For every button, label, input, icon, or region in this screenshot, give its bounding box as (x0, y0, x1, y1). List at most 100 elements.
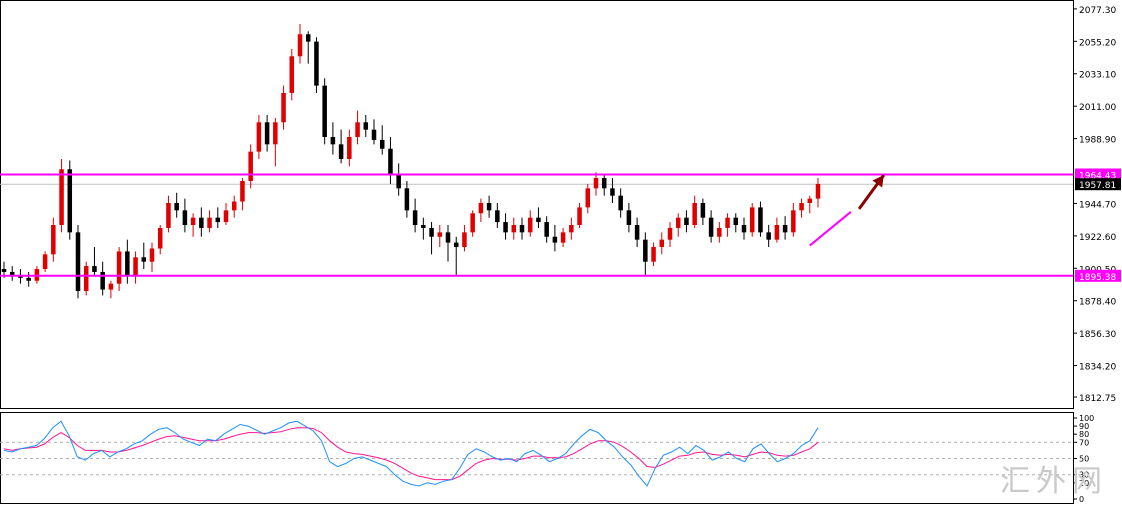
oscillator-tick-label: 0 (1079, 495, 1084, 504)
candle-up (289, 56, 295, 93)
candle-up (511, 225, 517, 233)
candle-down (92, 266, 97, 272)
candle-down (708, 217, 714, 237)
price-tick-label: 2077.30 (1079, 6, 1116, 16)
price-tick-label: 1964.43 (1079, 171, 1116, 181)
candle-up (248, 151, 253, 181)
candle-up (59, 169, 64, 226)
candle-down (314, 41, 319, 86)
candle-down (634, 225, 640, 240)
candle-down (741, 225, 747, 233)
candle-down (100, 271, 105, 290)
candle-up (593, 178, 599, 189)
candle-up (675, 217, 681, 228)
current-price-tag (1075, 178, 1121, 191)
oscillator-slow-line (3, 427, 819, 481)
candle-up (190, 217, 196, 226)
price-tick-label: 2055.20 (1079, 38, 1116, 48)
price-tick-label: 1856.30 (1079, 330, 1116, 340)
oscillator-tick-label: 30 (1079, 471, 1089, 480)
candle-down (125, 251, 130, 277)
candle-down (330, 136, 336, 145)
candle-down (445, 232, 451, 243)
price-tick-label: 1895.38 (1079, 273, 1116, 283)
candle-down (684, 217, 689, 226)
candle-down (199, 217, 204, 228)
candle-down (429, 227, 434, 237)
arrow-head (872, 175, 884, 188)
candle-down (264, 122, 270, 145)
candle-down (305, 34, 311, 42)
candle-down (338, 144, 344, 159)
candle-down (182, 210, 188, 226)
candle-up (297, 34, 303, 57)
candle-down (141, 257, 147, 262)
candle-up (478, 203, 484, 214)
candle-down (421, 225, 426, 228)
candle-down (396, 173, 401, 189)
candle-down (519, 225, 525, 233)
candle-down (643, 239, 648, 262)
candle-up (240, 180, 245, 202)
candle-up (133, 257, 138, 277)
candle-down (552, 236, 558, 243)
candle-down (388, 148, 393, 174)
price-tick-label: 1922.60 (1079, 233, 1116, 243)
candle-up (791, 210, 796, 233)
candle-up (807, 198, 813, 203)
price-tick-label: 1834.20 (1079, 363, 1116, 373)
oscillator-tick-label: 50 (1079, 455, 1089, 464)
candle-down (626, 210, 632, 226)
candle-up (774, 225, 780, 240)
candle-up (815, 183, 821, 199)
candle-up (585, 188, 591, 208)
watermark-logo: 汇外网 (1000, 464, 1108, 499)
candle-up (577, 207, 582, 226)
candle-down (9, 271, 15, 275)
candle-down (544, 222, 549, 237)
candle-up (667, 227, 673, 240)
candle-down (766, 232, 771, 240)
oscillator-tick-label: 20 (1079, 479, 1089, 488)
candle-down (733, 217, 739, 226)
candle-down (495, 210, 500, 223)
price-tick-label: 2033.10 (1079, 71, 1116, 81)
candle-up (42, 254, 48, 270)
candle-up (83, 266, 89, 292)
candle-up (207, 217, 212, 228)
uptrend-line (809, 211, 852, 247)
candle-up (116, 251, 122, 284)
candle-up (231, 201, 237, 211)
candle-up (281, 92, 286, 123)
candle-down (67, 169, 73, 233)
candle-up (462, 232, 467, 248)
candle-down (26, 277, 31, 281)
candle-up (355, 122, 360, 137)
candle-down (486, 203, 492, 211)
oscillator-tick-label: 90 (1079, 422, 1089, 431)
candle-up (717, 227, 722, 237)
price-tick-label: 1812.75 (1079, 394, 1116, 404)
candle-down (782, 225, 788, 233)
candle-down (758, 207, 763, 233)
candle-down (363, 122, 369, 130)
price-tick-label: 1878.40 (1079, 298, 1116, 308)
candle-down (503, 222, 508, 233)
candle-down (174, 203, 179, 211)
candle-down (618, 195, 623, 211)
oscillator-tick-label: 100 (1079, 414, 1094, 423)
candle-up (651, 247, 656, 262)
candle-down (322, 85, 327, 137)
candle-up (51, 225, 56, 255)
candle-down (75, 232, 81, 292)
candle-down (700, 203, 706, 218)
price-tick-label: 2011.00 (1079, 103, 1116, 113)
candle-down (404, 188, 410, 211)
candle-up (725, 217, 730, 228)
level-price-tag (1075, 168, 1121, 181)
candle-down (1, 269, 7, 272)
candle-up (569, 225, 574, 233)
price-tick-label: 1988.90 (1079, 136, 1116, 146)
